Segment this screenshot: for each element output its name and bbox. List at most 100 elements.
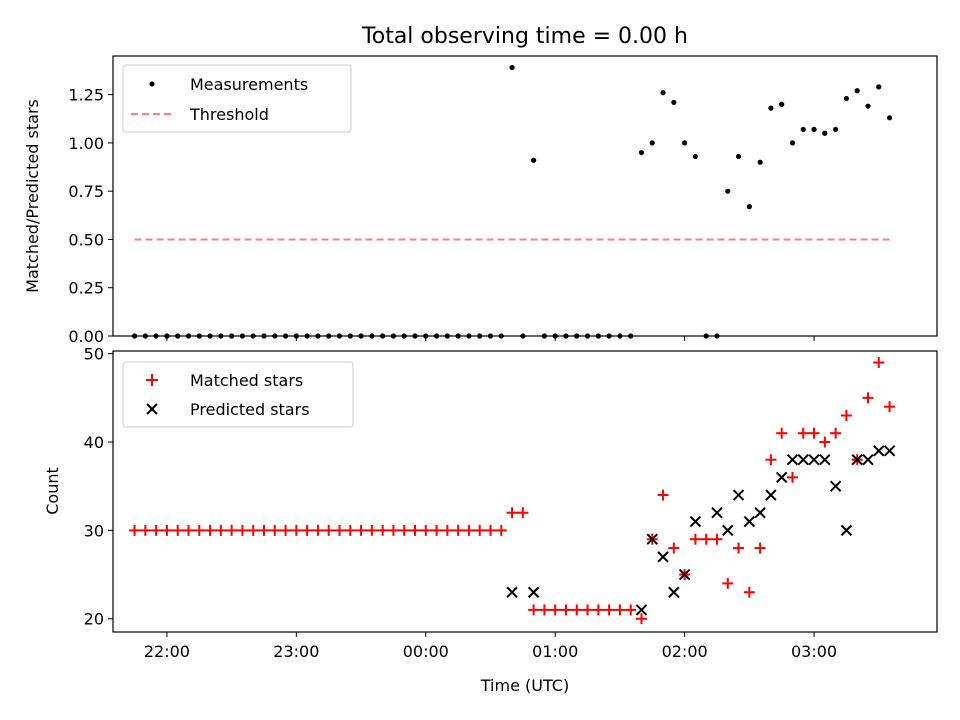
matched-star-point bbox=[614, 604, 626, 616]
matched-star-point bbox=[592, 604, 604, 616]
matched-star-point bbox=[765, 454, 777, 466]
matched-star-point bbox=[377, 524, 389, 536]
bottom-axis-ticks: 20 30 40 50 22:00 23:00 00:00 01:00 02:00 03:00 bbox=[84, 345, 837, 661]
predicted-star-point bbox=[851, 453, 863, 466]
matched-star-point bbox=[862, 392, 874, 404]
matched-star-point bbox=[290, 524, 302, 536]
bottom-legend-box bbox=[122, 361, 354, 428]
matched-star-point bbox=[873, 356, 885, 368]
predicted-star-point bbox=[808, 453, 820, 466]
matched-star-point bbox=[280, 524, 292, 536]
top-y-axis-label: Matched/Predicted stars bbox=[23, 99, 42, 293]
matched-star-point bbox=[409, 524, 421, 536]
legend-measurements-label: Measurements bbox=[190, 75, 308, 94]
predicted-star-point bbox=[862, 453, 874, 466]
top-legend-box bbox=[122, 64, 352, 133]
matched-star-point bbox=[819, 436, 831, 448]
measurement-point bbox=[865, 103, 871, 109]
matched-star-point bbox=[786, 471, 798, 483]
matched-star-point bbox=[172, 524, 184, 536]
matched-star-point bbox=[743, 586, 755, 598]
bottom-axes-frame bbox=[112, 350, 938, 633]
legend-predicted-label: Predicted stars bbox=[190, 400, 310, 419]
top-y-tick-label: 0.50 bbox=[68, 230, 104, 249]
matched-star-point bbox=[387, 524, 399, 536]
measurement-point bbox=[779, 101, 785, 107]
matched-star-point bbox=[463, 524, 475, 536]
matched-star-point bbox=[161, 524, 173, 536]
predicted-star-point bbox=[527, 586, 540, 598]
top-y-tick-label: 0.75 bbox=[68, 182, 104, 201]
matched-star-point bbox=[150, 524, 162, 536]
matched-star-point bbox=[625, 604, 637, 616]
bottom-x-tick-label: 03:00 bbox=[791, 642, 837, 661]
predicted-star-point bbox=[678, 568, 691, 581]
predicted-star-point bbox=[829, 480, 842, 492]
predicted-star-point bbox=[722, 524, 734, 537]
x-axis-label: Time (UTC) bbox=[480, 676, 569, 695]
matched-star-point bbox=[884, 401, 896, 413]
legend-measurements-marker bbox=[149, 81, 155, 87]
predicted-star-point bbox=[711, 507, 723, 519]
measurement-point bbox=[757, 159, 763, 165]
measurement-point bbox=[746, 204, 752, 210]
measurement-point bbox=[800, 126, 806, 132]
top-y-tick-label: 1.00 bbox=[68, 134, 104, 153]
measurement-point bbox=[735, 153, 742, 160]
top-panel: 0.00 0.25 0.50 0.75 1.00 1.25 Matched/Predict… bbox=[23, 55, 938, 346]
matched-star-point bbox=[517, 507, 529, 519]
matched-star-point bbox=[431, 524, 443, 536]
predicted-star-point bbox=[819, 453, 831, 466]
predicted-star-point bbox=[797, 453, 809, 466]
matched-star-point bbox=[635, 613, 647, 625]
matched-star-point bbox=[840, 410, 852, 422]
matched-star-point bbox=[582, 604, 594, 616]
matched-star-point bbox=[754, 542, 766, 554]
matched-star-point bbox=[269, 524, 281, 536]
matched-star-point bbox=[215, 524, 227, 536]
matched-star-point bbox=[236, 524, 248, 536]
matched-star-point bbox=[549, 604, 561, 616]
predicted-star-point bbox=[646, 533, 658, 545]
matched-star-point bbox=[247, 524, 259, 536]
matched-star-point bbox=[538, 604, 550, 616]
predicted-star-point bbox=[873, 445, 885, 457]
matched-star-point bbox=[129, 524, 141, 536]
measurement-point bbox=[660, 90, 666, 96]
matched-star-point bbox=[398, 524, 410, 536]
top-legend: Measurements Threshold bbox=[122, 64, 352, 133]
matched-star-point bbox=[323, 524, 335, 536]
matched-star-point bbox=[204, 524, 216, 536]
matched-star-point bbox=[797, 427, 809, 439]
matched-star-point bbox=[355, 524, 367, 536]
predicted-star-point bbox=[506, 586, 518, 598]
matched-star-point bbox=[258, 524, 270, 536]
predicted-star-point bbox=[635, 604, 648, 616]
matched-star-point bbox=[452, 524, 464, 536]
matched-star-point bbox=[312, 524, 324, 536]
measurement-point bbox=[725, 188, 731, 194]
measurement-point bbox=[854, 88, 860, 94]
predicted-star-point bbox=[743, 515, 756, 528]
measurement-point bbox=[843, 95, 850, 102]
measurement-point bbox=[886, 115, 893, 121]
predicted-star-point bbox=[775, 471, 788, 484]
matched-star-point bbox=[528, 604, 540, 616]
matched-star-point bbox=[474, 524, 486, 536]
legend-matched-label: Matched stars bbox=[190, 371, 303, 390]
measurement-point bbox=[811, 126, 817, 132]
top-axis-ticks: 0.00 0.25 0.50 0.75 1.00 1.25 bbox=[68, 86, 815, 346]
matched-star-point bbox=[344, 524, 356, 536]
matched-star-point bbox=[506, 507, 518, 519]
bottom-y-tick-label: 30 bbox=[84, 521, 104, 540]
figure-title: Total observing time = 0.00 h bbox=[361, 24, 688, 49]
top-y-tick-label: 1.25 bbox=[68, 86, 104, 105]
matched-star-point bbox=[366, 524, 378, 536]
measurement-point bbox=[833, 126, 839, 132]
measurement-point bbox=[638, 149, 645, 156]
matched-star-point bbox=[495, 524, 507, 536]
measurement-point bbox=[768, 105, 774, 111]
predicted-star-point bbox=[765, 489, 777, 501]
measurement-point bbox=[692, 153, 699, 160]
matched-star-point bbox=[668, 542, 680, 554]
